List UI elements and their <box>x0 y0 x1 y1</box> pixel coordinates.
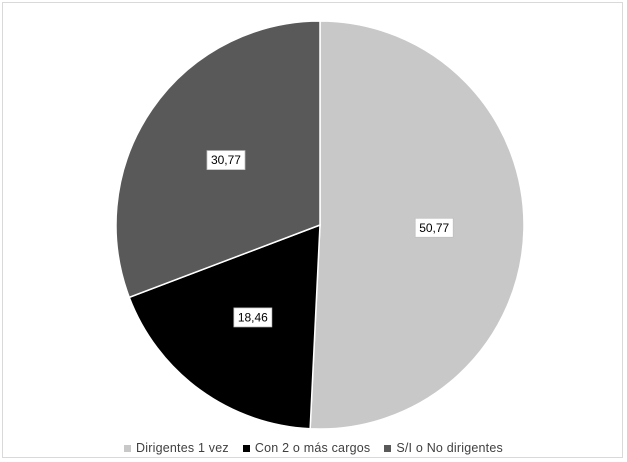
legend-label: Con 2 o más cargos <box>254 441 371 455</box>
data-label-text: 50,77 <box>419 221 449 235</box>
legend-label: S/I o No dirigentes <box>396 441 503 455</box>
legend-swatch <box>384 444 392 452</box>
legend-item-con-2-o-mas-cargos: Con 2 o más cargos <box>242 441 371 455</box>
pie-slice-con-2-o-mas-cargos <box>128 223 321 430</box>
legend-swatch <box>124 444 132 452</box>
data-label-con-2-o-mas-cargos: 18,46 <box>233 307 273 328</box>
data-label-box <box>233 307 273 328</box>
data-label-text: 30,77 <box>211 153 241 167</box>
legend-item-si-o-no-dirigentes: S/I o No dirigentes <box>384 441 503 455</box>
pie-slices <box>115 20 525 430</box>
legend-label: Dirigentes 1 vez <box>136 441 229 455</box>
data-label-box <box>414 217 454 238</box>
data-label-box <box>206 150 246 170</box>
legend-swatch <box>242 444 250 452</box>
data-label-text: 18,46 <box>238 310 268 324</box>
data-label-dirigentes-1-vez: 50,77 <box>414 217 454 238</box>
pie-data-labels: 50,77 18,46 30,77 <box>206 150 454 328</box>
data-label-s-i-o-no-dirigentes: 30,77 <box>206 150 246 170</box>
legend: Dirigentes 1 vez Con 2 o más cargos S/I … <box>0 441 627 455</box>
legend-item-dirigentes-1-vez: Dirigentes 1 vez <box>124 441 229 455</box>
